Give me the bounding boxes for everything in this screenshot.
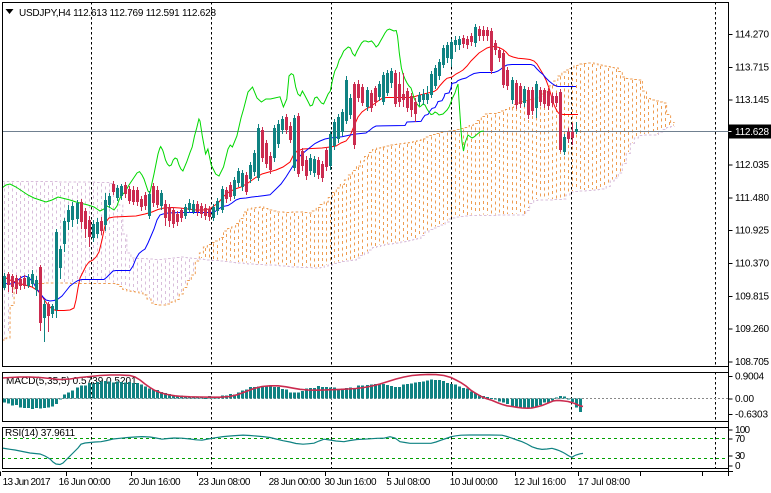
svg-text:23 Jun 08:00: 23 Jun 08:00 [198,477,250,488]
svg-text:112.628: 112.628 [735,127,769,138]
svg-text:111.480: 111.480 [735,193,769,204]
svg-text:30 Jun 16:00: 30 Jun 16:00 [325,477,377,488]
svg-text:108.705: 108.705 [735,357,769,368]
svg-text:MACD(5,35,5) 0.5739 0.5201: MACD(5,35,5) 0.5739 0.5201 [6,376,137,387]
svg-text:5 Jul 08:00: 5 Jul 08:00 [386,477,430,488]
svg-text:0.00: 0.00 [735,394,754,405]
svg-text:28 Jun 00:00: 28 Jun 00:00 [269,477,321,488]
svg-text:109.260: 109.260 [735,324,769,335]
svg-text:110.925: 110.925 [735,226,769,237]
svg-text:RSI(14) 37.9611: RSI(14) 37.9611 [5,428,75,439]
svg-text:70: 70 [735,434,745,445]
svg-text:12 Jul 16:00: 12 Jul 16:00 [514,477,566,488]
svg-text:110.370: 110.370 [735,259,769,270]
svg-text:109.815: 109.815 [735,291,769,302]
svg-text:0.9004: 0.9004 [735,372,764,383]
svg-text:13 Jun 2017: 13 Jun 2017 [3,477,51,488]
svg-text:0: 0 [735,461,741,472]
svg-text:16 Jun 00:00: 16 Jun 00:00 [59,477,111,488]
svg-text:30: 30 [735,451,745,462]
svg-text:113.715: 113.715 [735,62,769,73]
svg-text:114.270: 114.270 [735,30,769,41]
svg-text:17 Jul 08:00: 17 Jul 08:00 [578,477,630,488]
svg-text:100: 100 [735,425,750,436]
svg-text:112.035: 112.035 [735,160,769,171]
svg-text:20 Jun 16:00: 20 Jun 16:00 [129,477,181,488]
svg-text:USDJPY,H4 112.613 112.769 112: USDJPY,H4 112.613 112.769 112.591 112.62… [19,8,216,19]
svg-text:113.145: 113.145 [735,95,769,106]
svg-text:10 Jul 00:00: 10 Jul 00:00 [450,477,498,488]
svg-text:-0.6303: -0.6303 [735,410,768,421]
